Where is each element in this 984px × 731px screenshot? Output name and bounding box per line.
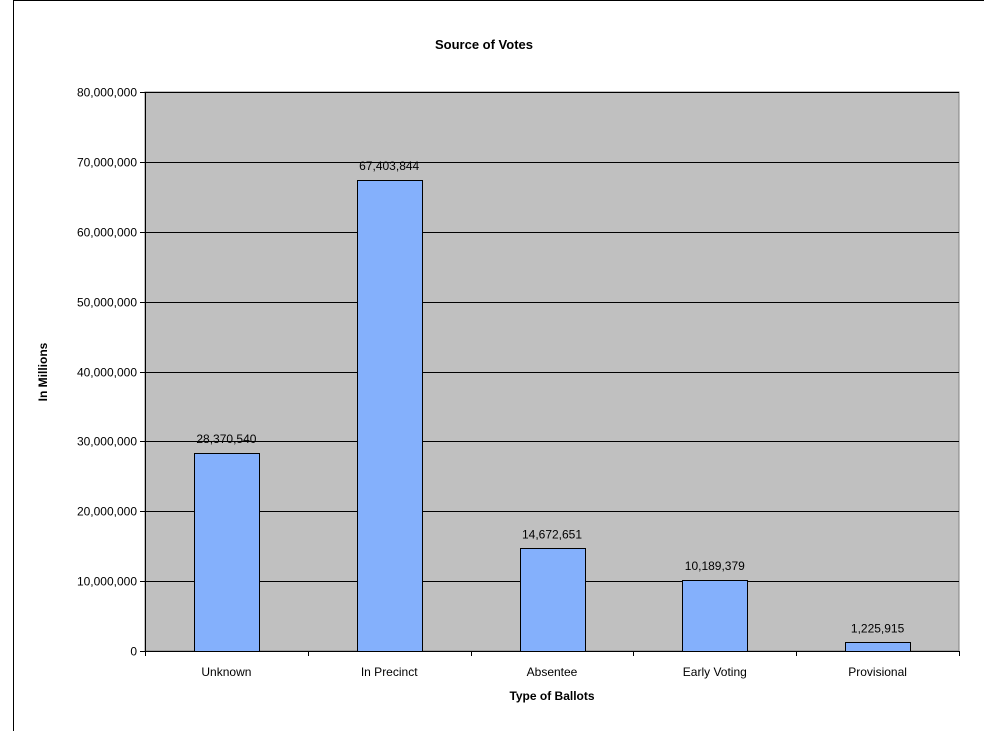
data-label: 67,403,844 [359, 159, 419, 173]
x-tick-label: Absentee [527, 665, 578, 679]
data-label: 28,370,540 [196, 432, 256, 446]
bar-absentee [520, 548, 586, 652]
y-axis-title: In Millions [36, 342, 50, 401]
y-tick-label: 60,000,000 [77, 226, 137, 240]
y-tick-label: 40,000,000 [77, 366, 137, 380]
y-tick-label: 0 [130, 645, 137, 659]
x-axis-title: Type of Ballots [509, 689, 594, 703]
chart-title: Source of Votes [435, 37, 533, 52]
y-tick-label: 10,000,000 [77, 575, 137, 589]
data-label: 10,189,379 [685, 559, 745, 573]
y-tick-label: 30,000,000 [77, 435, 137, 449]
x-tick-label: Unknown [201, 665, 251, 679]
x-tick-label: Early Voting [683, 665, 747, 679]
x-tick-label: In Precinct [361, 665, 418, 679]
y-tick-label: 80,000,000 [77, 86, 137, 100]
bar-in-precinct [357, 180, 423, 652]
data-label: 14,672,651 [522, 527, 582, 541]
bar-early-voting [682, 580, 748, 652]
y-tick-label: 50,000,000 [77, 296, 137, 310]
y-axis: 0 10,000,000 20,000,000 30,000,000 40,000,00… [77, 86, 146, 659]
bar-provisional [845, 642, 911, 652]
data-label: 1,225,915 [851, 621, 905, 635]
data-labels-group: 28,370,540 67,403,844 14,672,651 10,189,379… [196, 159, 904, 635]
bars-group [194, 180, 911, 652]
y-tick-label: 20,000,000 [77, 505, 137, 519]
bar-unknown [194, 453, 260, 652]
x-tick-label: Provisional [848, 665, 907, 679]
y-tick-label: 70,000,000 [77, 156, 137, 170]
